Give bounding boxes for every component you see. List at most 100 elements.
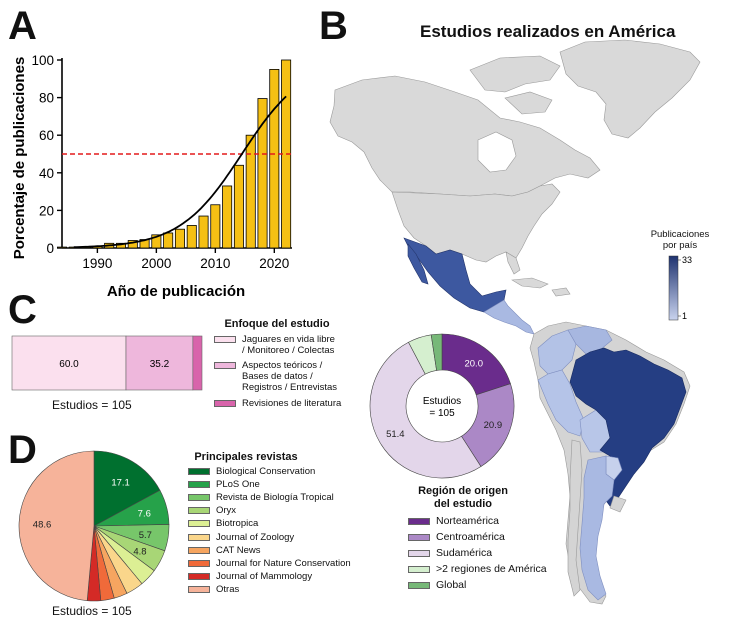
panel-a-x-tick-label: 2000 bbox=[141, 256, 171, 271]
region-legend-label: Centroamérica bbox=[436, 531, 505, 543]
panel-c-legend-text: Bases de datos / bbox=[242, 371, 313, 382]
panel-c-segment-label: 35.2 bbox=[150, 359, 170, 370]
panel-c-caption: Estudios = 105 bbox=[52, 398, 132, 412]
legend-swatch bbox=[188, 546, 210, 554]
panel-d-legend-item: Journal of Zoology bbox=[188, 532, 294, 543]
panel-c-legend-title: Enfoque del estudio bbox=[224, 318, 330, 330]
panel-a-y-tick-label: 20 bbox=[39, 203, 54, 218]
region-legend-item: Global bbox=[408, 580, 466, 591]
map-argentina bbox=[579, 455, 615, 601]
panel-d-pie-slice-label: 7.6 bbox=[138, 509, 151, 520]
map-brazil bbox=[569, 347, 687, 507]
panel-c-legend-item: Aspectos teóricos / Bases de datos / Regis… bbox=[214, 360, 337, 393]
map-central-america bbox=[483, 299, 535, 335]
panel-a-bar bbox=[257, 98, 268, 249]
panel-d-pie-chart: 17.1 7.6 5.7 4.8 48.6 bbox=[18, 450, 170, 602]
panel-d-legend-item: Oryx bbox=[188, 505, 236, 516]
panel-d-legend-item: PLoS One bbox=[188, 479, 260, 490]
legend-swatch bbox=[188, 481, 210, 489]
panel-d-legend-item: Biotropica bbox=[188, 518, 258, 529]
panel-c-legend-item: Revisiones de literatura bbox=[214, 398, 341, 409]
panel-a-bar bbox=[127, 240, 138, 249]
panel-a-ylabel: Porcentaje de publicaciones bbox=[11, 57, 28, 260]
legend-swatch bbox=[188, 507, 210, 515]
legend-swatch bbox=[188, 572, 210, 580]
map-canada bbox=[329, 75, 601, 197]
panel-a-bar bbox=[198, 215, 209, 249]
panel-a-bar bbox=[269, 68, 280, 249]
region-legend-item: Norteamérica bbox=[408, 516, 499, 527]
panel-d-legend-label: Journal of Zoology bbox=[216, 531, 295, 543]
region-legend-label: Sudamérica bbox=[436, 547, 493, 559]
color-scale-title-line1: Publicaciones bbox=[650, 229, 710, 240]
panel-d-pie-slice bbox=[93, 450, 161, 527]
panel-a-bar bbox=[210, 204, 221, 249]
panel-c-segment bbox=[11, 335, 127, 391]
panel-d-legend-item: Revista de Biología Tropical bbox=[188, 492, 334, 503]
region-legend-title-line2: del estudio bbox=[433, 498, 493, 510]
panel-d-pie-slice bbox=[18, 450, 95, 602]
color-scale: 33 1 bbox=[668, 255, 692, 321]
panel-d-legend-item: Journal for Nature Conservation bbox=[188, 558, 351, 569]
panel-c-segment-label: 60.0 bbox=[59, 359, 79, 370]
map-colombia bbox=[537, 329, 577, 375]
panel-a-x-tick-label: 2020 bbox=[259, 256, 289, 271]
legend-swatch bbox=[188, 520, 210, 528]
panel-a-y-tick-label: 100 bbox=[31, 53, 54, 68]
panel-d-legend-label: Biological Conservation bbox=[216, 466, 316, 477]
map-mexico bbox=[403, 237, 507, 313]
panel-d-legend-item: Biological Conservation bbox=[188, 466, 315, 477]
region-donut-chart: 20.0 20.9 51.4 Estudios= 105 bbox=[369, 333, 515, 479]
panel-a-x-tick-label: 1990 bbox=[82, 256, 112, 271]
legend-swatch bbox=[188, 559, 210, 567]
region-legend-label: Norteamérica bbox=[436, 515, 500, 527]
region-legend-item: >2 regiones de América bbox=[408, 564, 547, 575]
legend-swatch bbox=[188, 533, 210, 541]
donut-center-line2: = 105 bbox=[429, 408, 455, 419]
panel-d-legend-label: Biotropica bbox=[216, 518, 259, 530]
donut-slice-label: 20.0 bbox=[464, 358, 483, 369]
panel-d-legend-item: Journal of Mammology bbox=[188, 571, 312, 582]
panel-c-legend-text: Jaguares en vida libre bbox=[242, 334, 335, 345]
panel-d-pie-slice-label: 17.1 bbox=[111, 477, 130, 488]
panel-c-segment bbox=[192, 335, 203, 391]
panel-a-bar bbox=[245, 134, 256, 249]
panel-d-caption: Estudios = 105 bbox=[52, 604, 132, 618]
panel-a-bar bbox=[57, 246, 68, 249]
panel-a-y-tick-label: 0 bbox=[46, 241, 54, 256]
panel-c-legend-text: / Monitoreo / Colectas bbox=[242, 345, 335, 356]
panel-d-legend-label: Otras bbox=[216, 583, 240, 595]
color-scale-max: 33 bbox=[682, 255, 692, 265]
color-scale-title-line2: por país bbox=[662, 240, 698, 251]
panel-d-legend-label: Revista de Biología Tropical bbox=[216, 492, 334, 504]
panel-a-bar bbox=[174, 228, 185, 249]
panel-a-bar bbox=[233, 164, 244, 249]
panel-d-pie-slice-label: 4.8 bbox=[133, 546, 146, 557]
panel-a-x-tick-label: 2010 bbox=[200, 256, 230, 271]
region-legend-title: Región de origen del estudio bbox=[398, 485, 528, 511]
panel-c-legend-text: Aspectos teóricos / bbox=[242, 360, 323, 371]
panel-a-y-tick-label: 40 bbox=[39, 166, 54, 181]
panel-d-legend-title: Principales revistas bbox=[194, 451, 298, 463]
panel-d-legend-label: PLoS One bbox=[216, 479, 260, 491]
color-scale-bar bbox=[668, 255, 679, 321]
panel-label-c: C bbox=[8, 288, 37, 332]
panel-a-xlabel: Año de publicación bbox=[107, 283, 245, 300]
region-legend-item: Centroamérica bbox=[408, 532, 505, 543]
donut-center-line1: Estudios bbox=[423, 396, 461, 407]
region-legend-title-line1: Región de origen bbox=[418, 485, 508, 497]
color-scale-title: Publicaciones por país bbox=[640, 229, 720, 251]
region-legend-item: Sudamérica bbox=[408, 548, 492, 559]
panel-d-legend-item: CAT News bbox=[188, 545, 261, 556]
panel-d-legend-item: Otras bbox=[188, 584, 239, 595]
panel-d-legend-label: Oryx bbox=[216, 505, 237, 517]
panel-d-legend-label: Journal of Mammology bbox=[216, 570, 313, 582]
panel-c-legend-item: Jaguares en vida libre / Monitoreo / Cole… bbox=[214, 334, 335, 356]
panel-label-b: B bbox=[319, 4, 348, 48]
panel-a-bar bbox=[151, 234, 162, 249]
panel-a-bar bbox=[222, 185, 233, 249]
panel-a-fit-curve bbox=[73, 95, 287, 249]
panel-d-legend-label: Journal for Nature Conservation bbox=[216, 557, 351, 569]
panel-c-segment bbox=[125, 335, 194, 391]
